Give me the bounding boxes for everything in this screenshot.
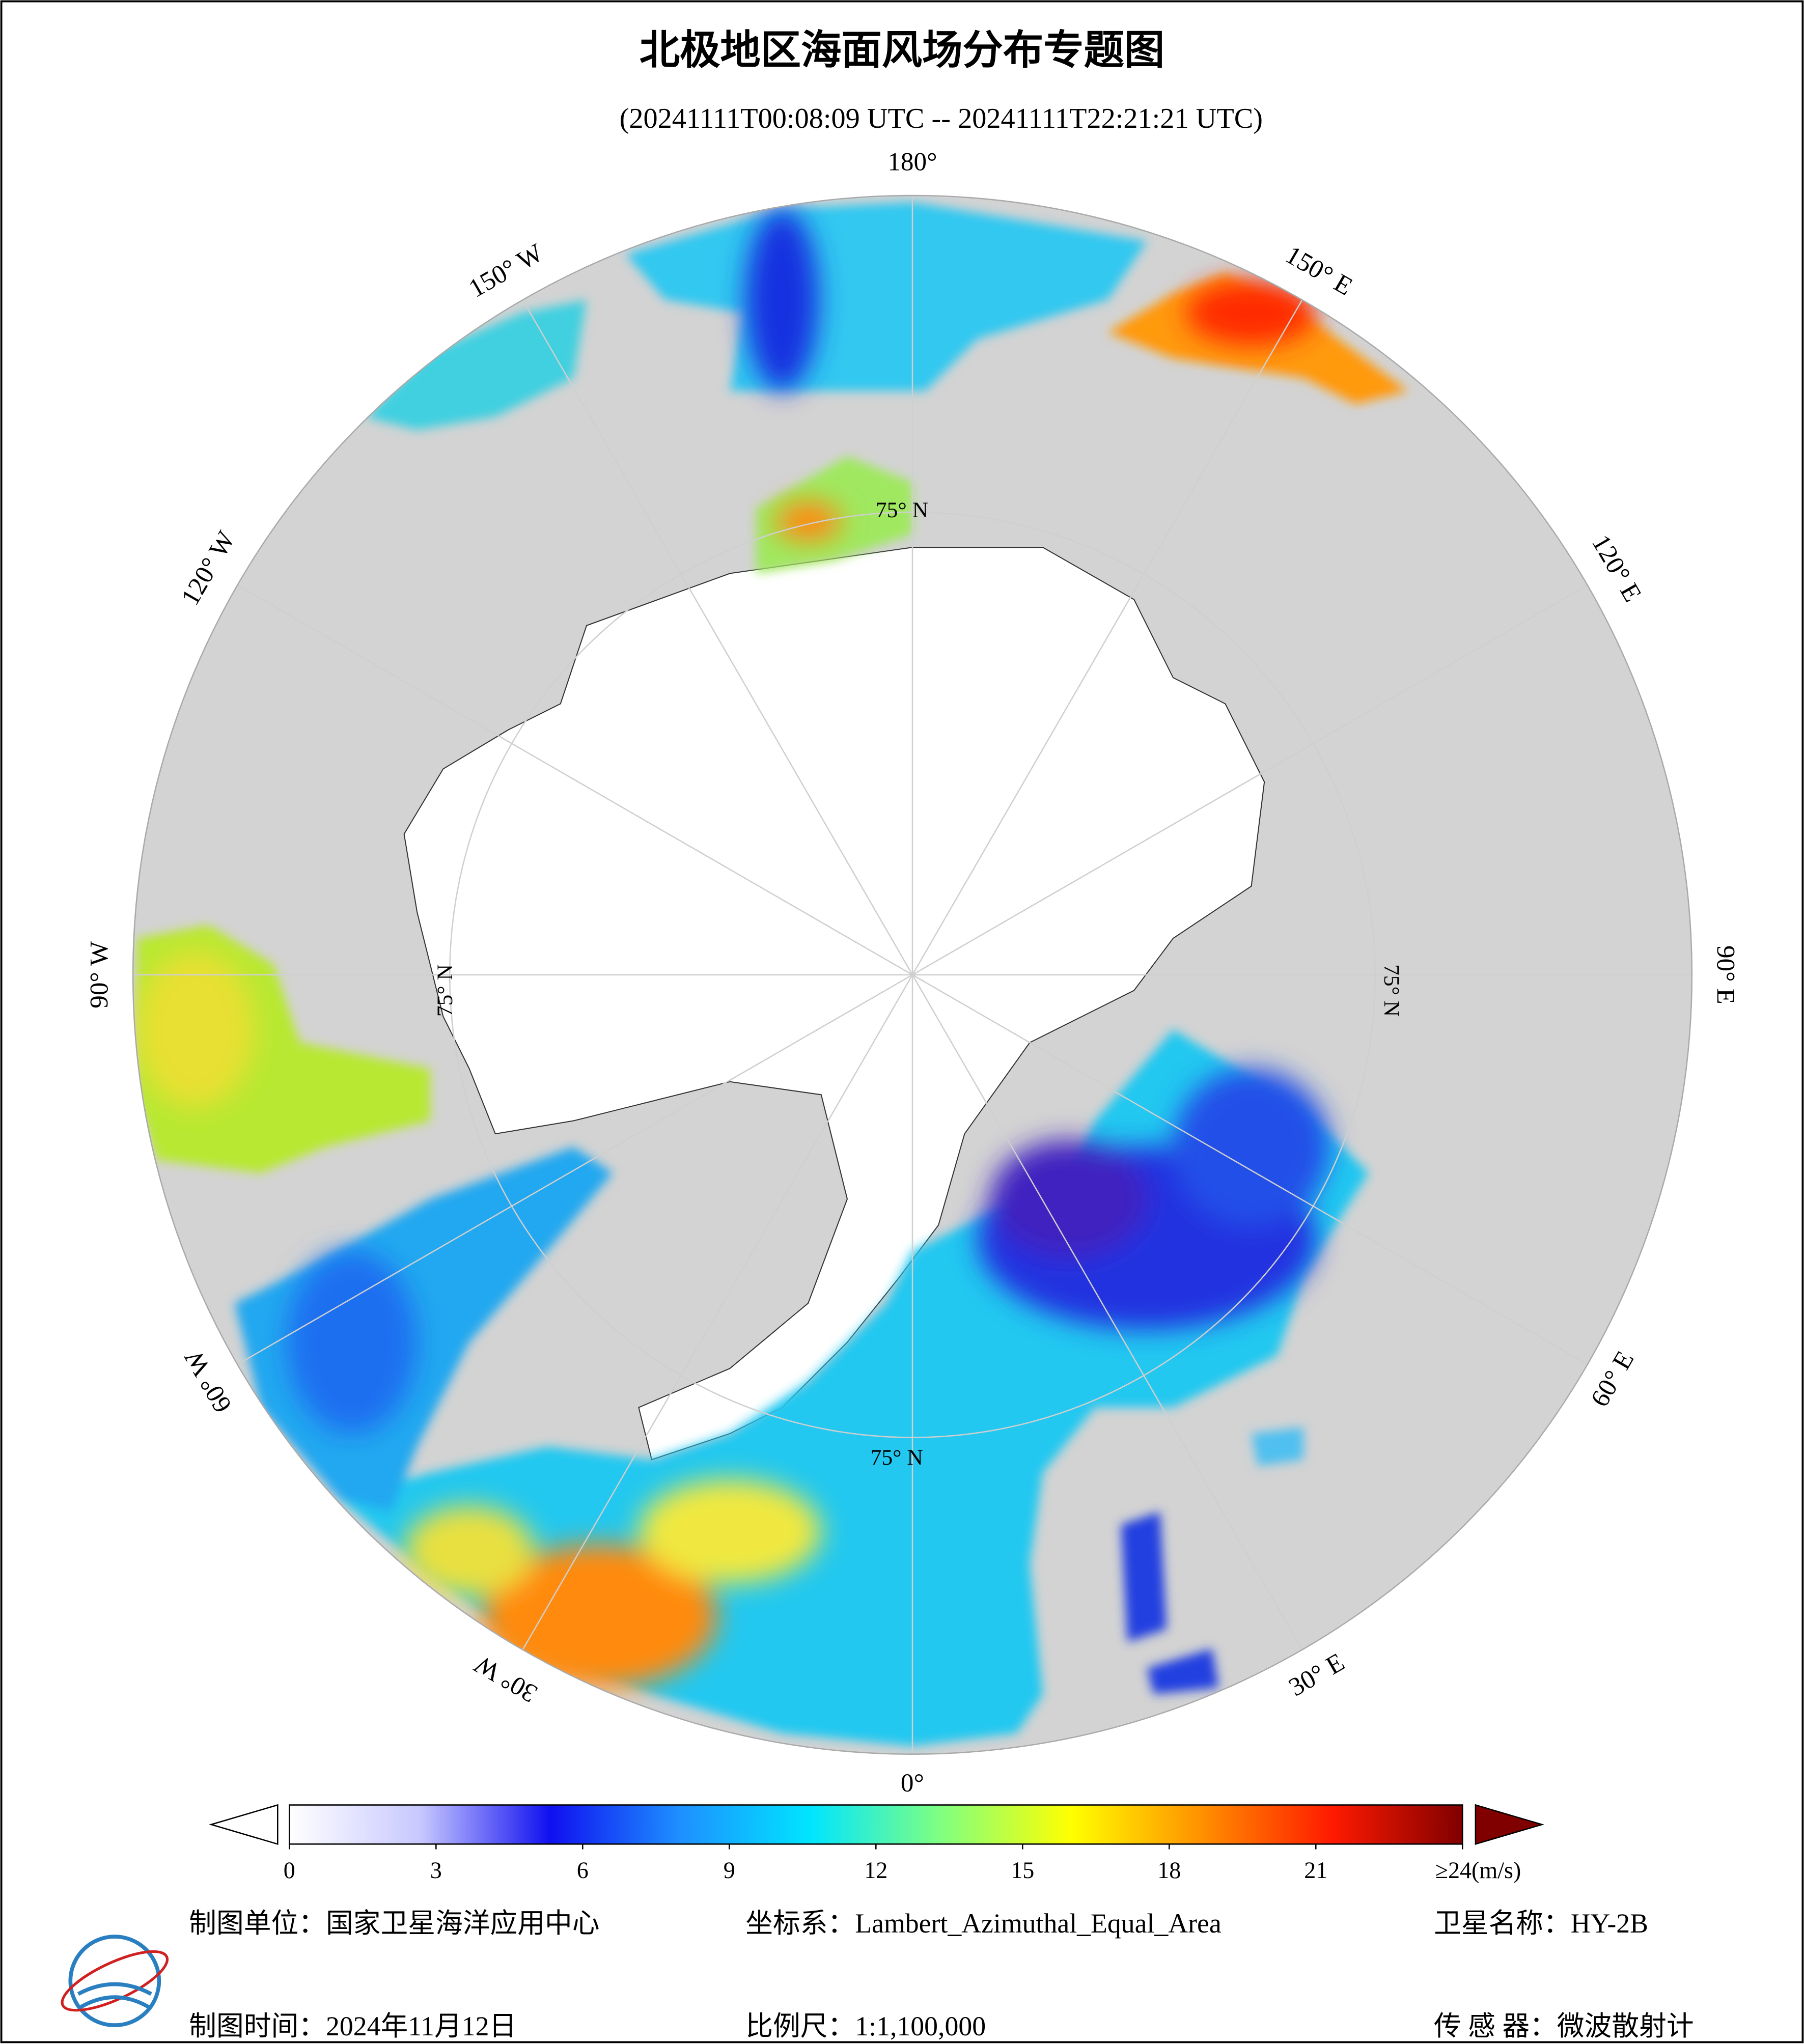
longitude-label: 60° W: [179, 1345, 238, 1417]
footer-projection: 坐标系：Lambert_Azimuthal_Equal_Area: [745, 1908, 1222, 1939]
wind-speed-shading: [136, 208, 1330, 1688]
longitude-label: 30° W: [469, 1649, 542, 1709]
colorbar-tick-label: 9: [724, 1857, 735, 1883]
colorbar-tick-label: ≥24(m/s): [1435, 1857, 1521, 1883]
latitude-label: 75° N: [871, 1445, 923, 1470]
footer-unit: 制图单位：国家卫星海洋应用中心: [189, 1908, 599, 1939]
colorbar-scale: [289, 1804, 1463, 1845]
footer-date: 制图时间：2024年11月12日: [189, 2011, 516, 2041]
colorbar: 0 3 6 9 12 15 18 21 ≥24(m/s): [209, 1804, 1544, 1883]
longitude-label: 90° E: [1711, 945, 1740, 1004]
longitude-label: 90° W: [85, 941, 114, 1009]
meridian: [522, 974, 913, 1650]
colorbar-tick-label: 0: [284, 1857, 295, 1883]
longitude-label: 150° E: [1281, 240, 1357, 301]
latitude-label: 75° N: [433, 964, 457, 1017]
map-edge: [132, 194, 1693, 1755]
colorbar-tick-label: 3: [430, 1857, 442, 1883]
meridian: [912, 584, 1588, 975]
colorbar-tick-label: 12: [864, 1857, 887, 1883]
longitude-label: 180°: [887, 147, 937, 176]
colorbar-under: [209, 1804, 279, 1845]
longitude-label: 0°: [901, 1769, 924, 1798]
latitude-label: 75° N: [876, 498, 928, 522]
longitude-label: 120° E: [1586, 530, 1647, 607]
meridian: [912, 974, 1588, 1365]
polar-map: [133, 195, 1692, 1754]
meridian: [522, 299, 913, 975]
colorbar-over: [1475, 1804, 1544, 1845]
colorbar-tick-label: 15: [1011, 1857, 1034, 1883]
colorbar-tick-label: 6: [577, 1857, 589, 1883]
footer-scale: 比例尺：1:1,100,000: [745, 2011, 986, 2041]
latitude-label: 75° N: [1379, 964, 1404, 1017]
colorbar-tick-label: 18: [1157, 1857, 1181, 1883]
meridian: [237, 974, 913, 1365]
logo: [61, 1935, 169, 2027]
footer-satellite: 卫星名称：HY-2B: [1434, 1908, 1648, 1939]
subtitle: (20241111T00:08:09 UTC -- 20241111T22:21…: [620, 103, 1263, 134]
meridian: [911, 974, 1303, 1650]
longitude-label: 60° E: [1585, 1346, 1640, 1412]
colorbar-tick-label: 21: [1304, 1857, 1327, 1883]
footer-sensor: 传 感 器：微波散射计: [1434, 2011, 1694, 2041]
meridian: [911, 299, 1303, 975]
meridian: [237, 584, 913, 975]
title: 北极地区海面风场分布专题图: [640, 29, 1164, 73]
longitude-label: 30° E: [1284, 1647, 1349, 1702]
